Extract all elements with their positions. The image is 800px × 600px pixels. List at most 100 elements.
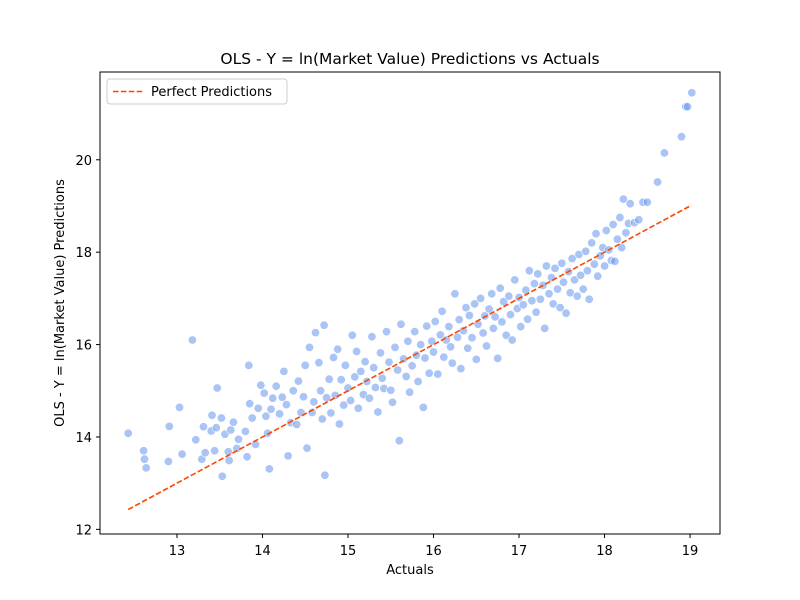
data-point bbox=[336, 375, 346, 385]
data-point bbox=[615, 213, 625, 223]
data-point bbox=[523, 314, 533, 324]
data-point bbox=[401, 371, 411, 381]
data-point bbox=[550, 263, 560, 273]
y-tick-label: 12 bbox=[75, 523, 92, 538]
data-point bbox=[347, 330, 357, 340]
data-point bbox=[268, 393, 278, 403]
data-point bbox=[424, 368, 434, 378]
data-point bbox=[600, 261, 610, 271]
data-point bbox=[340, 360, 350, 370]
data-point bbox=[471, 354, 481, 364]
data-point bbox=[407, 361, 417, 371]
data-point bbox=[309, 397, 319, 407]
data-point bbox=[216, 413, 226, 423]
data-point bbox=[279, 366, 289, 376]
data-point bbox=[334, 419, 344, 429]
data-point bbox=[682, 102, 692, 112]
data-point bbox=[175, 402, 185, 412]
data-point bbox=[413, 376, 423, 386]
data-point bbox=[410, 327, 420, 337]
data-point bbox=[411, 350, 421, 360]
data-point bbox=[211, 423, 221, 433]
data-point bbox=[187, 335, 197, 345]
data-point bbox=[422, 321, 432, 331]
data-point bbox=[687, 88, 697, 98]
data-point bbox=[177, 449, 187, 459]
reference-line bbox=[127, 205, 691, 511]
data-point bbox=[326, 408, 336, 418]
data-point bbox=[463, 343, 473, 353]
data-point bbox=[450, 289, 460, 299]
data-point bbox=[405, 387, 415, 397]
y-tick-label: 16 bbox=[75, 339, 92, 354]
data-point bbox=[261, 411, 271, 421]
data-point bbox=[439, 352, 449, 362]
data-point bbox=[617, 243, 627, 253]
x-tick-label: 15 bbox=[340, 544, 357, 559]
data-point bbox=[642, 197, 652, 207]
data-point bbox=[507, 335, 517, 345]
data-point bbox=[533, 269, 543, 279]
data-point bbox=[356, 366, 366, 376]
data-point bbox=[247, 413, 257, 423]
data-point bbox=[370, 382, 380, 392]
data-point bbox=[572, 291, 582, 301]
data-point bbox=[488, 323, 498, 333]
data-point bbox=[527, 296, 537, 306]
data-point bbox=[552, 284, 562, 294]
data-point bbox=[618, 194, 628, 204]
data-point bbox=[467, 333, 477, 343]
data-point bbox=[384, 357, 394, 367]
data-point bbox=[518, 300, 528, 310]
x-tick-label: 18 bbox=[596, 544, 613, 559]
y-tick-label: 20 bbox=[75, 154, 92, 169]
data-point bbox=[587, 238, 597, 248]
data-point bbox=[456, 364, 466, 374]
data-point bbox=[139, 446, 149, 456]
data-point bbox=[497, 317, 507, 327]
data-point bbox=[381, 327, 391, 337]
data-point bbox=[393, 365, 403, 375]
data-point bbox=[375, 348, 385, 358]
data-point bbox=[123, 428, 133, 438]
data-point bbox=[516, 322, 526, 332]
data-point bbox=[322, 393, 332, 403]
data-point bbox=[544, 289, 554, 299]
legend-box bbox=[106, 78, 288, 105]
data-point bbox=[416, 340, 426, 350]
data-point bbox=[578, 284, 588, 294]
data-point bbox=[245, 399, 255, 409]
data-point bbox=[659, 148, 669, 158]
data-point bbox=[333, 344, 343, 354]
data-point bbox=[481, 341, 491, 351]
data-point bbox=[298, 392, 308, 402]
data-point bbox=[242, 452, 252, 462]
data-point bbox=[240, 426, 250, 436]
data-point bbox=[293, 376, 303, 386]
data-point bbox=[266, 404, 276, 414]
data-point bbox=[555, 303, 565, 313]
data-point bbox=[581, 246, 591, 256]
data-point bbox=[558, 277, 568, 287]
data-point bbox=[493, 353, 503, 363]
data-point bbox=[339, 400, 349, 410]
scatter-points bbox=[123, 88, 697, 481]
data-point bbox=[591, 229, 601, 239]
x-tick-label: 16 bbox=[425, 544, 442, 559]
data-point bbox=[244, 360, 254, 370]
x-axis-label: Actuals bbox=[386, 563, 434, 578]
data-point bbox=[283, 451, 293, 461]
data-point bbox=[582, 266, 592, 276]
data-point bbox=[140, 454, 150, 464]
data-point bbox=[367, 332, 377, 342]
data-point bbox=[418, 402, 428, 412]
data-point bbox=[570, 275, 580, 285]
data-point bbox=[621, 228, 631, 238]
data-point bbox=[593, 271, 603, 281]
data-point bbox=[320, 470, 330, 480]
data-point bbox=[403, 336, 413, 346]
data-point bbox=[304, 342, 314, 352]
y-tick-label: 14 bbox=[75, 431, 92, 446]
data-point bbox=[430, 316, 440, 326]
data-point bbox=[224, 455, 234, 465]
